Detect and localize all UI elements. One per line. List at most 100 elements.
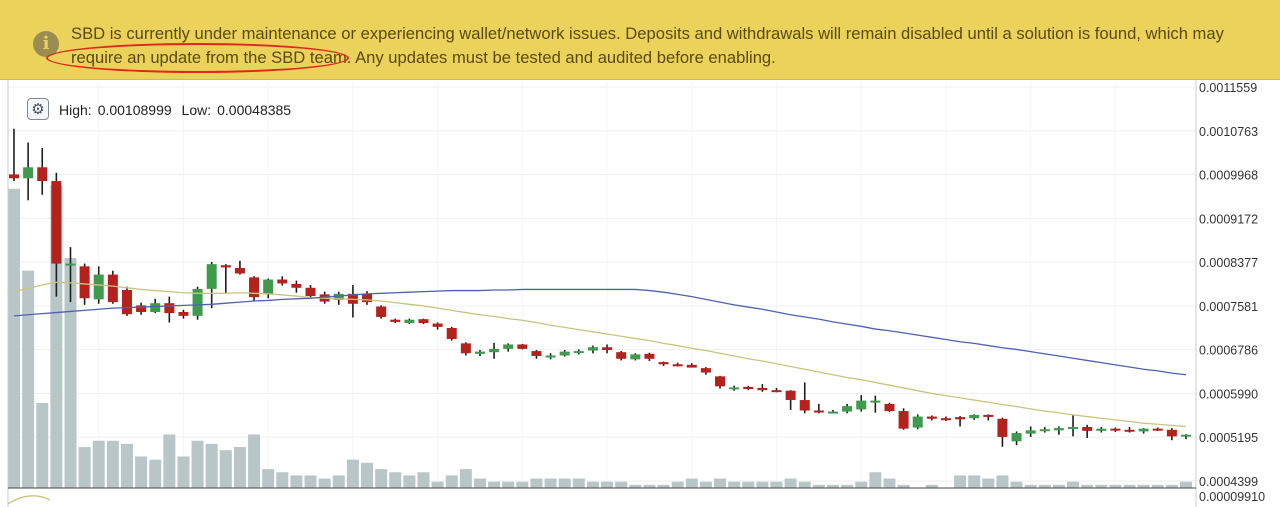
high-value: 0.00108999 [97,102,172,118]
candle-body [1053,428,1064,431]
volume-bar [897,484,910,488]
high-label: High: [59,102,92,118]
candle-body [1166,429,1177,437]
candle-body [277,279,288,284]
volume-bar [36,402,49,488]
volume-bar [544,478,557,488]
info-icon: i [33,31,59,57]
candle-body [9,174,19,179]
candle-body [51,181,62,264]
candle-body [630,354,641,360]
candle-body [517,344,528,349]
volume-bar [262,469,275,488]
y-tick-label: 0.0005195 [1199,431,1258,445]
price-chart[interactable]: 0.0011559 0.0010763 0.0009968 0.0009172 0.00… [0,80,1280,507]
volume-bar [516,481,529,488]
candle-body [771,390,782,393]
y-tick-label: 0.0007581 [1199,300,1258,314]
volume-bar [629,484,642,488]
y-tick-label: 0.0011559 [1199,81,1257,95]
candle-body [503,344,514,349]
volume-bar [1165,484,1178,488]
volume-bar [389,472,402,488]
candles [9,128,1191,447]
candle-body [545,355,556,358]
candle-body [305,287,316,297]
volume-bar [1081,484,1094,488]
volume-bar [219,450,232,488]
candle-body [1025,430,1036,434]
volume-bar [826,484,839,488]
candle-body [1096,428,1107,431]
y-tick-label: 0.0009968 [1199,169,1258,183]
volume-bar [601,481,614,488]
candle-body [1011,433,1022,442]
candle-body [700,368,711,373]
volume-bar [699,481,712,488]
candle-body [1082,427,1093,431]
candle-body [291,283,302,288]
candle-body [362,293,373,303]
volume-bar [473,478,486,488]
volume-bar [1010,481,1023,488]
settings-button[interactable]: ⚙ [27,98,49,120]
volume-bars [8,185,1192,488]
chart-grid [8,82,1196,488]
candle-body [489,348,500,353]
volume-bar [728,481,741,488]
price-axis: 0.0011559 0.0010763 0.0009968 0.0009172 0.00… [7,80,1258,507]
volume-bar [135,456,148,488]
candle-body [757,387,768,391]
volume-bar [883,478,896,488]
y-tick-label: 0.0009172 [1199,212,1258,226]
volume-bar [996,475,1009,488]
candle-body [446,327,457,339]
high-low-stats: High: 0.00108999 Low: 0.00048385 [59,102,297,118]
candle-body [884,403,895,412]
volume-bar [1038,484,1051,488]
candle-body [234,267,245,274]
volume-bar [982,478,995,488]
volume-bar [1151,484,1164,488]
candle-body [249,277,260,298]
candle-body [220,265,231,268]
candle-body [432,323,443,327]
volume-bar [375,469,388,488]
volume-bar [530,478,543,488]
candle-body [955,417,966,420]
volume-bar [742,481,755,488]
volume-bar [798,481,811,488]
volume-bar [8,188,20,488]
y-tick-label: 0.0006786 [1199,344,1258,358]
volume-bar [22,270,35,488]
volume-bar [205,443,218,488]
volume-bar [968,475,981,488]
volume-bar [106,440,119,488]
volume-bar [1137,484,1150,488]
volume-bar [191,440,204,488]
candle-body [856,400,867,410]
volume-bar [290,475,303,488]
moving-averages [13,281,1187,428]
volume-bar [459,469,472,488]
volume-bar [615,481,628,488]
volume-bar [841,484,854,488]
candle-body [531,351,542,357]
volume-bar [417,472,430,488]
candle-body [870,400,881,403]
volume-bar [685,478,698,488]
candle-body [164,303,175,314]
volume-bar [92,440,105,488]
candle-body [1110,428,1121,431]
candle-body [65,263,76,266]
volume-bar [855,481,868,488]
candle-body [573,351,584,354]
volume-bar [954,475,967,488]
volume-bar [361,462,374,488]
volume-bar [64,258,77,488]
candle-body [940,418,951,421]
candle-body [743,386,754,390]
y-tick-label: 0.0010763 [1199,125,1258,139]
candle-body [23,167,34,179]
volume-bar [770,481,783,488]
